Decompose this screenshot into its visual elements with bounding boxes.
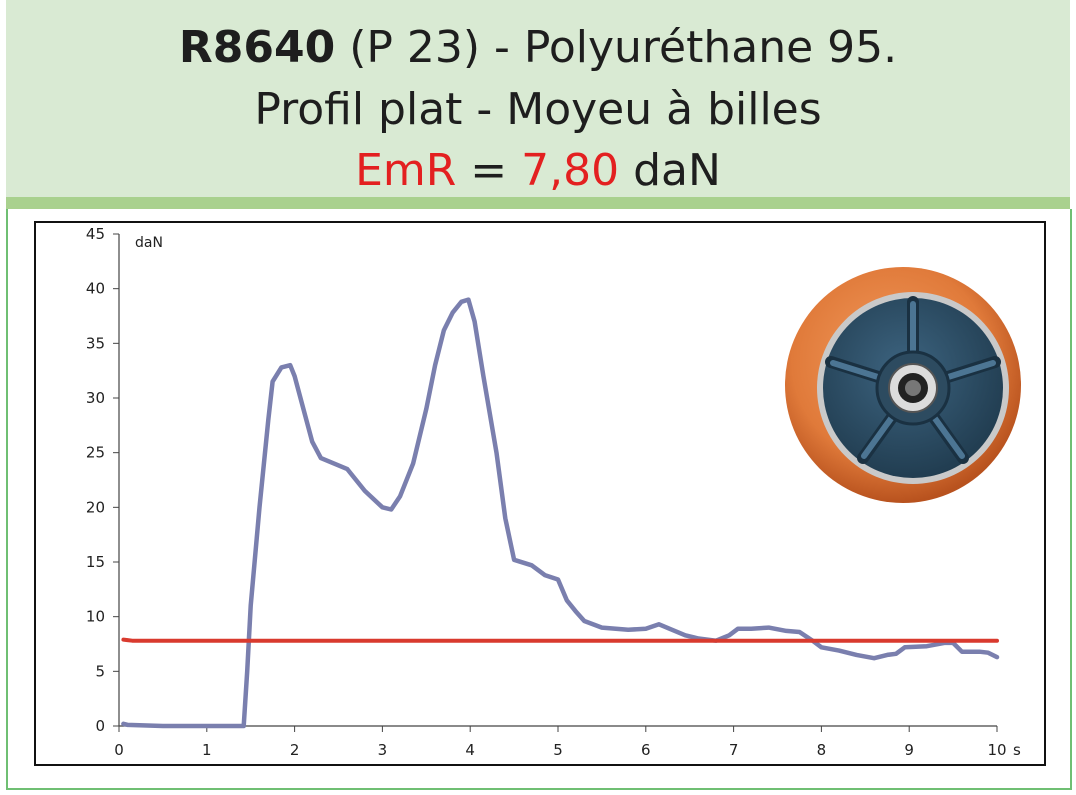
title-banner-underline bbox=[6, 197, 1070, 209]
x-tick-label: 4 bbox=[465, 741, 475, 759]
emr-series-line bbox=[121, 637, 999, 643]
title-line-1: R8640 (P 23) - Polyuréthane 95. bbox=[6, 20, 1070, 76]
x-tick-label: 8 bbox=[817, 741, 827, 759]
x-tick-label: 1 bbox=[202, 741, 212, 759]
x-tick-label: 7 bbox=[729, 741, 739, 759]
emr-label: EmR bbox=[355, 145, 457, 196]
product-description: (P 23) - Polyuréthane 95. bbox=[335, 22, 898, 73]
wheel-photo bbox=[785, 267, 1021, 503]
chart-series bbox=[121, 297, 1000, 729]
x-tick-label: 3 bbox=[378, 741, 388, 759]
x-unit-label: s bbox=[1013, 741, 1021, 759]
y-tick-label: 10 bbox=[86, 608, 105, 626]
content-frame bbox=[6, 209, 1072, 790]
emr-value: 7,80 bbox=[521, 145, 620, 196]
y-tick-label: 15 bbox=[86, 553, 105, 571]
title-banner bbox=[6, 0, 1070, 197]
y-tick-label: 0 bbox=[95, 717, 105, 735]
chart-axes bbox=[113, 233, 998, 732]
y-unit-label: daN bbox=[135, 235, 163, 251]
x-tick-label: 10 bbox=[987, 741, 1006, 759]
y-tick-label: 30 bbox=[86, 389, 105, 407]
force-series-line bbox=[121, 297, 1000, 729]
y-tick-label: 40 bbox=[86, 280, 105, 298]
emr-equals: = bbox=[456, 145, 522, 196]
title-line-2: Profil plat - Moyeu à billes bbox=[254, 84, 822, 135]
y-tick-label: 25 bbox=[86, 444, 105, 462]
y-tick-label: 45 bbox=[86, 225, 105, 243]
y-tick-label: 20 bbox=[86, 498, 105, 516]
x-tick-label: 6 bbox=[641, 741, 651, 759]
x-tick-label: 2 bbox=[290, 741, 300, 759]
title-line-3: EmR = 7,80 daN bbox=[6, 143, 1070, 199]
y-tick-label: 35 bbox=[86, 334, 105, 352]
product-code: R8640 bbox=[178, 22, 336, 73]
x-tick-label: 9 bbox=[904, 741, 914, 759]
x-tick-label: 5 bbox=[553, 741, 563, 759]
x-tick-label: 0 bbox=[114, 741, 124, 759]
y-tick-label: 5 bbox=[95, 662, 105, 680]
emr-unit: daN bbox=[619, 145, 721, 196]
